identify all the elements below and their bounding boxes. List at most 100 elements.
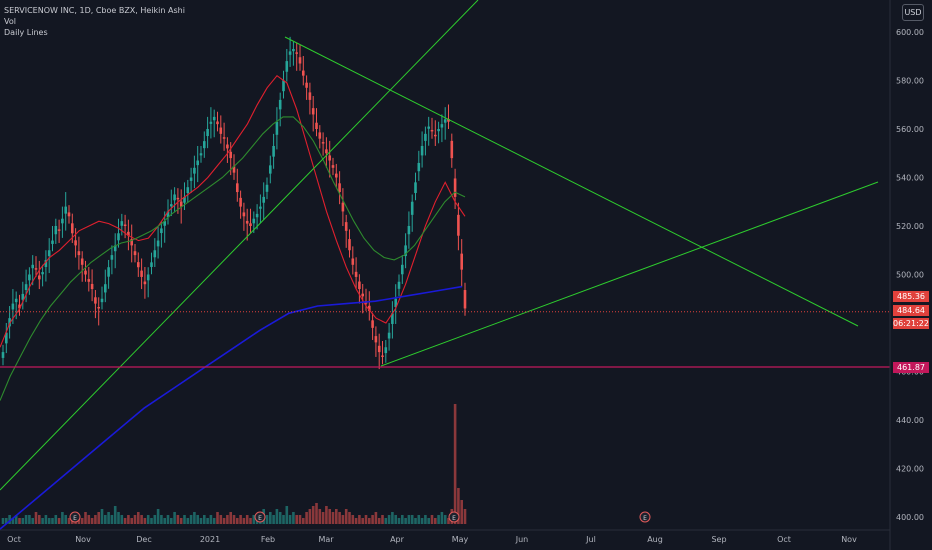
candle-body <box>344 222 348 231</box>
candle-body <box>127 231 130 236</box>
volume-bar <box>176 515 180 524</box>
candle-body <box>104 284 107 293</box>
y-tick-label: 600.00 <box>896 28 924 37</box>
candle-body <box>77 251 81 256</box>
volume-bar <box>133 515 137 524</box>
y-tick-label: 520.00 <box>896 222 924 231</box>
volume-bar <box>305 512 308 524</box>
candle-body <box>453 178 457 197</box>
volume-bar <box>447 518 450 524</box>
volume-bar <box>278 512 282 524</box>
candle-body <box>239 197 242 207</box>
volume-bar <box>163 518 166 524</box>
candle-body <box>374 336 378 343</box>
volume-bar <box>90 518 94 524</box>
volume-bar <box>28 515 31 524</box>
volume-bar <box>97 512 100 524</box>
candle-body <box>97 306 100 309</box>
candle-body <box>338 183 341 193</box>
moving-averages <box>0 74 466 530</box>
candle-body <box>21 293 25 300</box>
volume-bar <box>47 518 51 524</box>
volume-bar <box>410 515 414 524</box>
candle-body <box>143 281 147 285</box>
candle-body <box>288 51 292 55</box>
candle-body <box>209 121 213 124</box>
candle-body <box>368 305 371 311</box>
candle-body <box>226 144 229 149</box>
volume-bar <box>361 518 364 524</box>
volume-bar <box>113 506 117 524</box>
candle-body <box>150 262 153 267</box>
candle-body <box>61 218 64 224</box>
candle-body <box>173 194 176 201</box>
volume-bar <box>285 506 289 524</box>
candle-body <box>232 166 236 173</box>
volume-bar <box>463 509 467 524</box>
candle-body <box>341 202 345 212</box>
candle-body <box>120 221 124 226</box>
volume-bar <box>1 518 5 524</box>
volume-bar <box>242 518 246 524</box>
candle-body <box>57 229 61 231</box>
candle-body <box>229 151 232 159</box>
y-tick-label: 500.00 <box>896 271 924 280</box>
candle-body <box>107 267 110 277</box>
volume-bar <box>166 515 170 524</box>
candle-body <box>133 251 137 256</box>
price-tag-upper: 485.36 <box>893 291 929 302</box>
volume-bar <box>14 515 18 524</box>
x-tick-label: Jul <box>585 535 596 544</box>
earnings-marker-label: E <box>452 515 456 522</box>
ma-line <box>0 116 466 401</box>
volume-bar <box>44 515 48 524</box>
candle-body <box>315 122 318 129</box>
volume-bar <box>354 518 358 524</box>
volume-bar <box>11 518 15 524</box>
candle-body <box>193 167 196 174</box>
candle-body <box>434 134 437 137</box>
volume-bar <box>120 515 124 524</box>
volume-bar <box>38 515 41 524</box>
volume-bar <box>80 518 84 524</box>
volume-bar <box>318 509 322 524</box>
candle-body <box>11 303 15 310</box>
candle-body <box>387 332 391 339</box>
volume-bar <box>443 515 447 524</box>
candle-body <box>252 218 256 224</box>
volume-bar <box>183 515 186 524</box>
volume-bar <box>384 518 388 524</box>
volume-bar <box>331 512 335 524</box>
trendlines <box>0 0 879 491</box>
volume-bar <box>170 518 173 524</box>
volume-bar <box>282 515 285 524</box>
volume-bar <box>453 404 457 524</box>
candle-body <box>146 274 150 281</box>
candle-body <box>348 239 351 251</box>
candle-body <box>51 240 54 244</box>
candle-body <box>90 283 94 290</box>
volume-bar <box>315 503 318 524</box>
candle-body <box>219 127 223 134</box>
volume-bar <box>146 515 150 524</box>
volume-bar <box>288 515 292 524</box>
volume-bar <box>265 515 269 524</box>
candle-body <box>420 145 424 156</box>
chart-legend: SERVICENOW INC, 1D, Cboe BZX, Heikin Ash… <box>4 5 185 38</box>
volume-bar <box>123 518 127 524</box>
volume-bar <box>160 515 163 524</box>
candle-body <box>130 239 133 246</box>
y-tick-label: 400.00 <box>896 513 924 522</box>
candle-body <box>24 284 28 291</box>
volume-bar <box>216 512 219 524</box>
volume-bar <box>173 512 176 524</box>
currency-button[interactable]: USD <box>902 4 924 21</box>
volume-bar <box>41 518 44 524</box>
candle-body <box>94 297 97 304</box>
volume-bar <box>364 515 368 524</box>
y-tick-label: 540.00 <box>896 174 924 183</box>
candle-body <box>430 129 434 132</box>
earnings-marker-icon <box>254 511 266 523</box>
candle-body <box>140 270 143 277</box>
